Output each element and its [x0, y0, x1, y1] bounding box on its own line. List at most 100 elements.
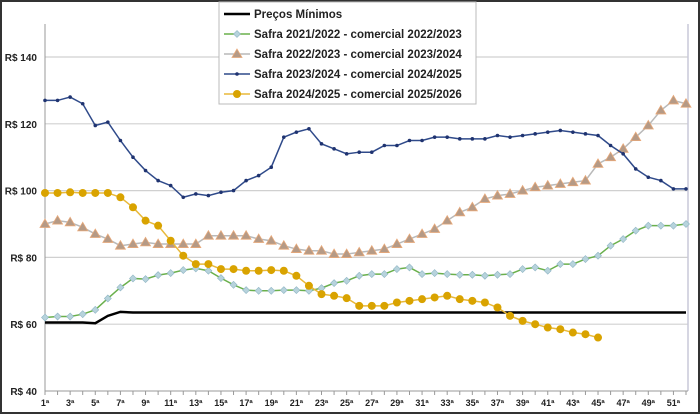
data-point	[131, 155, 135, 159]
series-line	[45, 191, 599, 339]
data-point	[64, 216, 76, 227]
data-point	[483, 137, 487, 141]
data-point	[206, 193, 211, 198]
data-point	[317, 290, 326, 299]
series-4	[41, 188, 603, 342]
data-point	[166, 236, 175, 245]
data-point	[154, 271, 163, 280]
data-point	[493, 270, 502, 279]
data-point	[682, 220, 690, 228]
data-point	[294, 130, 299, 134]
x-tick-label: 23ª	[315, 398, 329, 408]
legend-marker	[233, 90, 241, 98]
data-point	[518, 265, 527, 274]
legend-box	[218, 1, 477, 105]
legend-label: Safra 2023/2024 - comercial 2024/2025	[254, 69, 462, 81]
data-point	[53, 188, 62, 197]
data-point	[229, 280, 238, 289]
data-point	[240, 229, 252, 240]
data-point	[152, 238, 164, 248]
data-point	[567, 176, 579, 187]
data-point	[319, 142, 324, 146]
data-point	[242, 266, 251, 275]
data-point	[244, 178, 248, 183]
data-point	[644, 221, 653, 230]
data-point	[455, 295, 464, 304]
data-point	[353, 246, 365, 257]
data-point	[568, 328, 577, 337]
data-point	[480, 271, 489, 280]
data-point	[328, 248, 340, 258]
data-point	[103, 188, 112, 197]
legend-marker	[231, 48, 243, 58]
data-point	[581, 255, 590, 263]
data-point	[531, 263, 540, 272]
data-point	[579, 174, 592, 185]
x-tick-label: 45ª	[591, 398, 605, 408]
x-tick-label: 31ª	[415, 398, 429, 408]
data-point	[154, 221, 163, 230]
data-point	[267, 266, 276, 275]
data-point	[278, 239, 290, 250]
series-2	[39, 94, 692, 258]
data-point	[655, 104, 667, 115]
x-tick-label: 35ª	[466, 398, 480, 408]
data-point	[596, 133, 600, 138]
y-tick-label: R$ 60	[10, 320, 37, 331]
x-tick-label: 3ª	[66, 398, 75, 408]
data-point	[529, 181, 541, 192]
data-point	[642, 119, 654, 130]
x-tick-label: 21ª	[290, 398, 304, 408]
data-point	[267, 286, 276, 295]
data-point	[129, 274, 137, 283]
data-point	[303, 244, 315, 255]
data-point	[279, 286, 288, 295]
data-point	[592, 158, 604, 168]
data-point	[43, 98, 47, 103]
data-point	[332, 147, 336, 151]
data-point	[219, 190, 223, 195]
data-point	[102, 233, 114, 243]
data-point	[194, 192, 198, 196]
x-tick-label: 1ª	[41, 398, 50, 408]
data-point	[594, 333, 603, 342]
x-tick-label: 15ª	[214, 398, 228, 408]
data-point	[430, 269, 439, 278]
data-point	[583, 132, 588, 136]
x-tick-label: 25ª	[340, 398, 354, 408]
data-point	[667, 94, 680, 105]
series-line	[45, 96, 686, 199]
data-point	[466, 201, 479, 212]
x-tick-label: 37ª	[491, 398, 505, 408]
x-tick-label: 43ª	[566, 398, 580, 408]
data-point	[631, 226, 640, 235]
y-tick-label: R$ 80	[10, 253, 37, 264]
data-point	[659, 178, 663, 183]
x-tick-label: 5ª	[91, 398, 100, 408]
data-point	[279, 266, 288, 275]
data-point	[41, 313, 49, 322]
data-point	[403, 233, 416, 243]
data-point	[179, 251, 188, 260]
data-point	[292, 271, 301, 280]
data-point	[227, 229, 240, 240]
data-point	[66, 188, 75, 197]
data-point	[252, 233, 265, 243]
data-point	[416, 228, 428, 238]
legend-marker	[235, 72, 239, 76]
data-point	[395, 143, 399, 148]
data-point	[520, 133, 525, 138]
x-tick-label: 27ª	[365, 398, 379, 408]
data-point	[78, 310, 87, 319]
data-point	[367, 270, 376, 279]
data-point	[558, 128, 563, 133]
data-point	[141, 275, 150, 284]
data-point	[543, 323, 552, 332]
data-point	[630, 131, 642, 142]
data-point	[80, 101, 85, 106]
data-point	[229, 265, 238, 274]
data-point	[441, 214, 453, 225]
data-point	[216, 265, 225, 274]
data-point	[392, 298, 401, 307]
data-point	[215, 229, 227, 240]
